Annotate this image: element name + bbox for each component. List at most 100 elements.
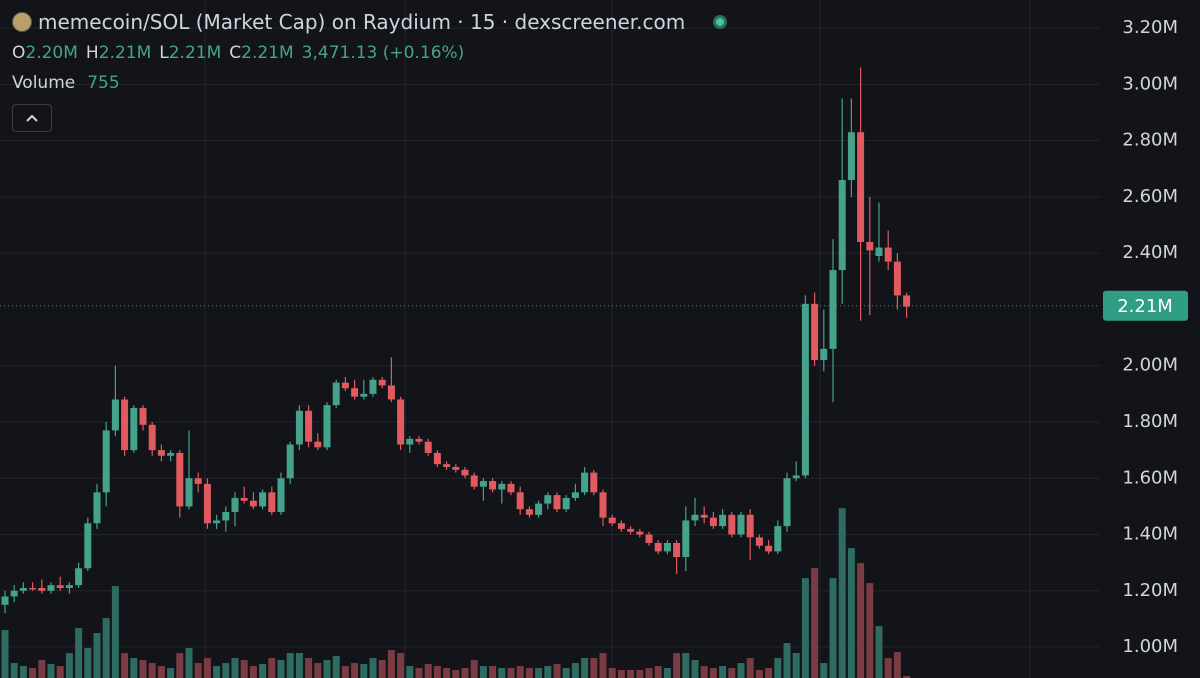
volume-bar bbox=[838, 508, 846, 678]
candle-body bbox=[56, 585, 64, 588]
candle-body bbox=[139, 407, 147, 425]
volume-value: 755 bbox=[87, 73, 120, 93]
volume-bar bbox=[599, 653, 607, 678]
volume-bar bbox=[424, 664, 432, 678]
candle-body bbox=[406, 438, 414, 445]
candle-body bbox=[203, 483, 211, 524]
candle-body bbox=[498, 483, 506, 490]
candle-body bbox=[415, 438, 423, 442]
candle-body bbox=[847, 132, 855, 181]
volume-bar bbox=[608, 668, 616, 678]
volume-bar bbox=[737, 663, 745, 678]
chevron-up bbox=[26, 114, 38, 122]
candle-body bbox=[755, 537, 763, 546]
candle-body bbox=[167, 452, 175, 456]
volume-bar bbox=[461, 668, 469, 678]
candle-body bbox=[341, 382, 349, 389]
candle-body bbox=[765, 545, 773, 552]
volume-bar bbox=[29, 668, 37, 678]
volume-bar bbox=[323, 660, 331, 678]
ohlc-row: O 2.20M H 2.21M L 2.21M C 2.21M 3,471.13 (+0… bbox=[12, 43, 472, 63]
volume-bar bbox=[470, 660, 478, 678]
volume-bar bbox=[645, 668, 653, 678]
volume-bar bbox=[268, 658, 276, 678]
volume-bar bbox=[774, 658, 782, 678]
candle-body bbox=[295, 410, 303, 445]
volume-bar bbox=[56, 666, 64, 678]
last-price-label: 2.21M bbox=[1117, 296, 1173, 317]
ohlc-key: H bbox=[85, 43, 99, 63]
candle-body bbox=[571, 492, 579, 498]
grid bbox=[0, 27, 1100, 648]
ohlc-value: 2.21M bbox=[168, 43, 222, 63]
candle-body bbox=[627, 528, 635, 532]
candle-body bbox=[240, 497, 248, 501]
volume-bar bbox=[387, 650, 395, 678]
candle-body bbox=[38, 587, 46, 591]
volume-bar bbox=[489, 666, 497, 678]
volume-bar bbox=[792, 653, 800, 678]
last-price-tag bbox=[1103, 290, 1188, 321]
volume-bar bbox=[240, 660, 248, 678]
candle-body bbox=[102, 430, 110, 493]
candle-body bbox=[29, 587, 37, 590]
candle-body bbox=[875, 247, 883, 257]
volume-bar bbox=[203, 658, 211, 678]
candle-body bbox=[222, 512, 230, 521]
volume-bar bbox=[544, 666, 552, 678]
y-tick-label: 2.00M bbox=[1122, 355, 1178, 376]
volume-bar bbox=[19, 666, 27, 678]
volume-bar bbox=[682, 653, 690, 678]
candle-body bbox=[378, 379, 386, 386]
volume-bar bbox=[498, 668, 506, 678]
volume-bar bbox=[222, 663, 230, 678]
volume-bar bbox=[75, 628, 83, 678]
candle-body bbox=[332, 382, 340, 406]
volume-bar bbox=[148, 663, 156, 678]
volume-bar bbox=[351, 663, 359, 678]
candle-body bbox=[479, 481, 487, 487]
volume-bar bbox=[801, 578, 809, 678]
candle-body bbox=[590, 472, 598, 493]
candle-body bbox=[783, 478, 791, 527]
candle-body bbox=[682, 520, 690, 558]
volume-bar bbox=[516, 666, 524, 678]
time-grid bbox=[204, 0, 1031, 678]
y-tick-label: 1.20M bbox=[1122, 580, 1178, 601]
volume-bar bbox=[121, 653, 129, 678]
volume-bar bbox=[360, 664, 368, 678]
volume-bar bbox=[1, 630, 9, 678]
volume-bar bbox=[857, 563, 865, 678]
candle-body bbox=[19, 587, 27, 591]
y-tick-label: 1.40M bbox=[1122, 524, 1178, 545]
volume-bar bbox=[157, 666, 165, 678]
candle-body bbox=[461, 469, 469, 476]
candle-body bbox=[700, 514, 708, 518]
candle-body bbox=[121, 399, 129, 451]
candle-body bbox=[213, 520, 221, 524]
candle-body bbox=[231, 497, 239, 513]
volume-bar bbox=[893, 652, 901, 678]
candle-body bbox=[663, 542, 671, 552]
volume-bar bbox=[194, 663, 202, 678]
change: 3,471.13 (+0.16%) bbox=[301, 43, 465, 63]
volume-bar bbox=[93, 633, 101, 678]
candle-body bbox=[443, 464, 451, 468]
candle-body bbox=[811, 303, 819, 361]
volume-bar bbox=[479, 666, 487, 678]
collapse-button[interactable] bbox=[12, 104, 52, 132]
volume-bar bbox=[728, 668, 736, 678]
volume-bar bbox=[102, 618, 110, 678]
candle-body bbox=[130, 407, 138, 451]
volume-bar bbox=[213, 666, 221, 678]
volume-bar bbox=[369, 658, 377, 678]
candle-body bbox=[737, 514, 745, 535]
volume-bar bbox=[617, 670, 625, 678]
candle-body bbox=[535, 503, 543, 515]
y-tick-label: 1.00M bbox=[1122, 636, 1178, 657]
candle-body bbox=[645, 534, 653, 543]
candle-body bbox=[157, 450, 165, 456]
candle-body bbox=[314, 441, 322, 448]
volume-bar bbox=[581, 658, 589, 678]
volume-bar bbox=[111, 586, 119, 678]
